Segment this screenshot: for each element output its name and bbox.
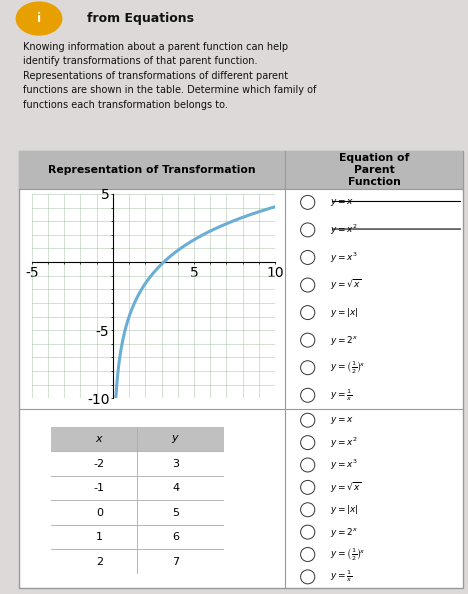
Text: $y = \left(\frac{1}{2}\right)^{\!x}$: $y = \left(\frac{1}{2}\right)^{\!x}$	[330, 359, 366, 376]
Text: Knowing information about a parent function can help
identify transformations of: Knowing information about a parent funct…	[23, 42, 316, 110]
Text: 3: 3	[172, 459, 179, 469]
Text: $y = x$: $y = x$	[330, 197, 354, 208]
FancyBboxPatch shape	[51, 427, 224, 451]
Text: $y = \frac{1}{x}$: $y = \frac{1}{x}$	[330, 388, 352, 403]
Text: 5: 5	[172, 508, 179, 517]
Text: $y = |x|$: $y = |x|$	[330, 503, 359, 516]
Text: from Equations: from Equations	[87, 12, 194, 25]
Text: $x$: $x$	[95, 434, 104, 444]
Text: -1: -1	[94, 483, 105, 493]
Text: 7: 7	[172, 557, 179, 567]
Text: Representation of Transformation: Representation of Transformation	[48, 165, 256, 175]
Text: $y = |x|$: $y = |x|$	[330, 306, 359, 319]
Text: 6: 6	[172, 532, 179, 542]
Text: -2: -2	[94, 459, 105, 469]
Text: $y = x^3$: $y = x^3$	[330, 458, 358, 472]
Text: 1: 1	[96, 532, 103, 542]
Text: $y = \sqrt{x}$: $y = \sqrt{x}$	[330, 480, 362, 495]
Text: Equation of
Parent
Function: Equation of Parent Function	[339, 153, 410, 187]
Text: $y$: $y$	[171, 433, 180, 445]
Text: $y = x$: $y = x$	[330, 415, 354, 426]
Text: $y = \left(\frac{1}{2}\right)^{\!x}$: $y = \left(\frac{1}{2}\right)^{\!x}$	[330, 546, 366, 563]
Text: $y = \frac{1}{x}$: $y = \frac{1}{x}$	[330, 569, 352, 584]
Text: i: i	[37, 12, 41, 25]
Text: $y = 2^x$: $y = 2^x$	[330, 526, 358, 539]
Text: 4: 4	[172, 483, 179, 493]
Ellipse shape	[16, 2, 62, 35]
Text: $y = \sqrt{x}$: $y = \sqrt{x}$	[330, 278, 362, 292]
FancyBboxPatch shape	[19, 151, 463, 588]
Text: 0: 0	[96, 508, 103, 517]
Text: $y = x^3$: $y = x^3$	[330, 250, 358, 265]
Text: $y = x^2$: $y = x^2$	[330, 435, 358, 450]
Text: $y = 2^x$: $y = 2^x$	[330, 334, 358, 347]
Text: 2: 2	[96, 557, 103, 567]
Text: $y = x^2$: $y = x^2$	[330, 223, 358, 237]
FancyBboxPatch shape	[19, 151, 463, 188]
